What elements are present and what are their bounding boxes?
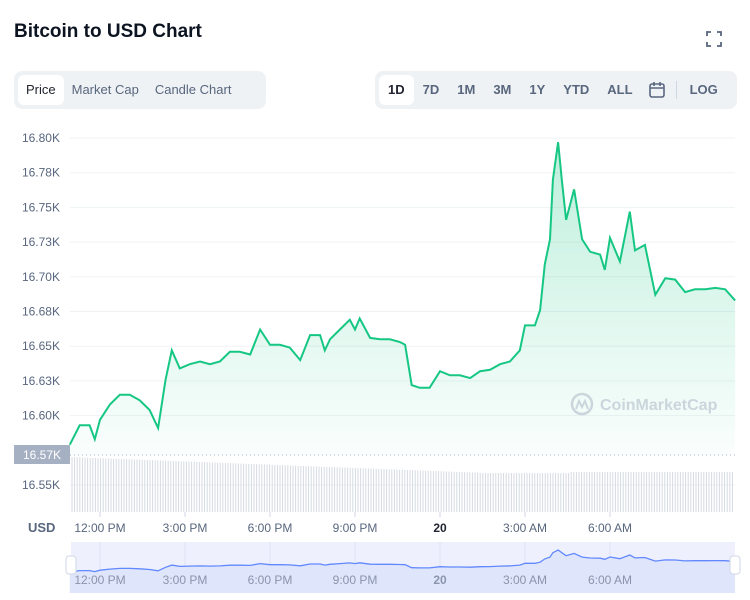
navigator-x-label: 20 [433,573,447,587]
navigator-x-label: 9:00 PM [333,573,378,587]
x-tick-label: 20 [433,521,447,535]
currency-label: USD [28,520,55,535]
range-ytd[interactable]: YTD [563,82,590,97]
x-tick-label: 6:00 AM [588,521,632,535]
range-all[interactable]: ALL [607,82,633,97]
tab-candle-chart[interactable]: Candle Chart [154,82,232,97]
volume-bars [71,457,733,512]
navigator-x-label: 6:00 AM [588,573,632,587]
navigator-x-label: 3:00 AM [503,573,547,587]
divider [675,81,677,99]
navigator-x-label: 12:00 PM [74,573,125,587]
y-tick-label: 16.60K [22,409,60,423]
tab-market-cap[interactable]: Market Cap [71,82,139,97]
range-1y[interactable]: 1Y [529,82,546,97]
log-toggle[interactable]: LOG [689,82,718,97]
current-price-badge [14,445,70,464]
chart-type-tabs: Price Market Cap Candle Chart [14,71,266,109]
range-tabs: 1D 7D 1M 3M 1Y YTD ALL LOG [375,71,737,109]
range-1m[interactable]: 1M [457,82,476,97]
y-tick-label: 16.75K [22,200,60,214]
x-tick-label: 6:00 PM [248,521,293,535]
navigator-x-label: 6:00 PM [248,573,293,587]
y-axis: 16.80K 16.78K 16.75K 16.73K 16.70K 16.68K 16.6… [22,131,60,492]
x-tick-label: 3:00 PM [163,521,208,535]
y-tick-label: 16.65K [22,339,60,353]
y-tick-label: 16.73K [22,235,60,249]
y-tick-label: 16.63K [22,374,60,388]
x-tick-label: 9:00 PM [333,521,378,535]
calendar-icon[interactable] [648,81,666,99]
tab-price[interactable]: Price [18,75,64,105]
price-area [69,142,736,455]
y-tick-label: 16.80K [22,131,60,145]
range-3m[interactable]: 3M [493,82,512,97]
navigator-right-handle[interactable] [729,555,741,575]
range-1d[interactable]: 1D [379,75,414,105]
watermark: CoinMarketCap [570,392,718,416]
x-tick-label: 12:00 PM [74,521,125,535]
y-tick-label: 16.55K [22,478,60,492]
y-tick-label: 16.78K [22,166,60,180]
x-axis: 12:00 PM 3:00 PM 6:00 PM 9:00 PM 20 3:00 AM 6:… [74,512,632,535]
watermark-text: CoinMarketCap [600,397,718,414]
expand-icon[interactable] [705,30,723,48]
price-line [68,142,736,446]
y-tick-label: 16.70K [22,270,60,284]
y-tick-label: 16.68K [22,305,60,319]
range-7d[interactable]: 7D [422,82,440,97]
navigator-x-label: 3:00 PM [163,573,208,587]
x-tick-label: 3:00 AM [503,521,547,535]
current-price-label: 16.57K [23,448,61,462]
navigator[interactable]: 12:00 PM 3:00 PM 6:00 PM 9:00 PM 20 3:00 AM 6:… [65,542,741,593]
navigator-left-handle[interactable] [65,555,77,575]
page-title: Bitcoin to USD Chart [14,21,202,42]
